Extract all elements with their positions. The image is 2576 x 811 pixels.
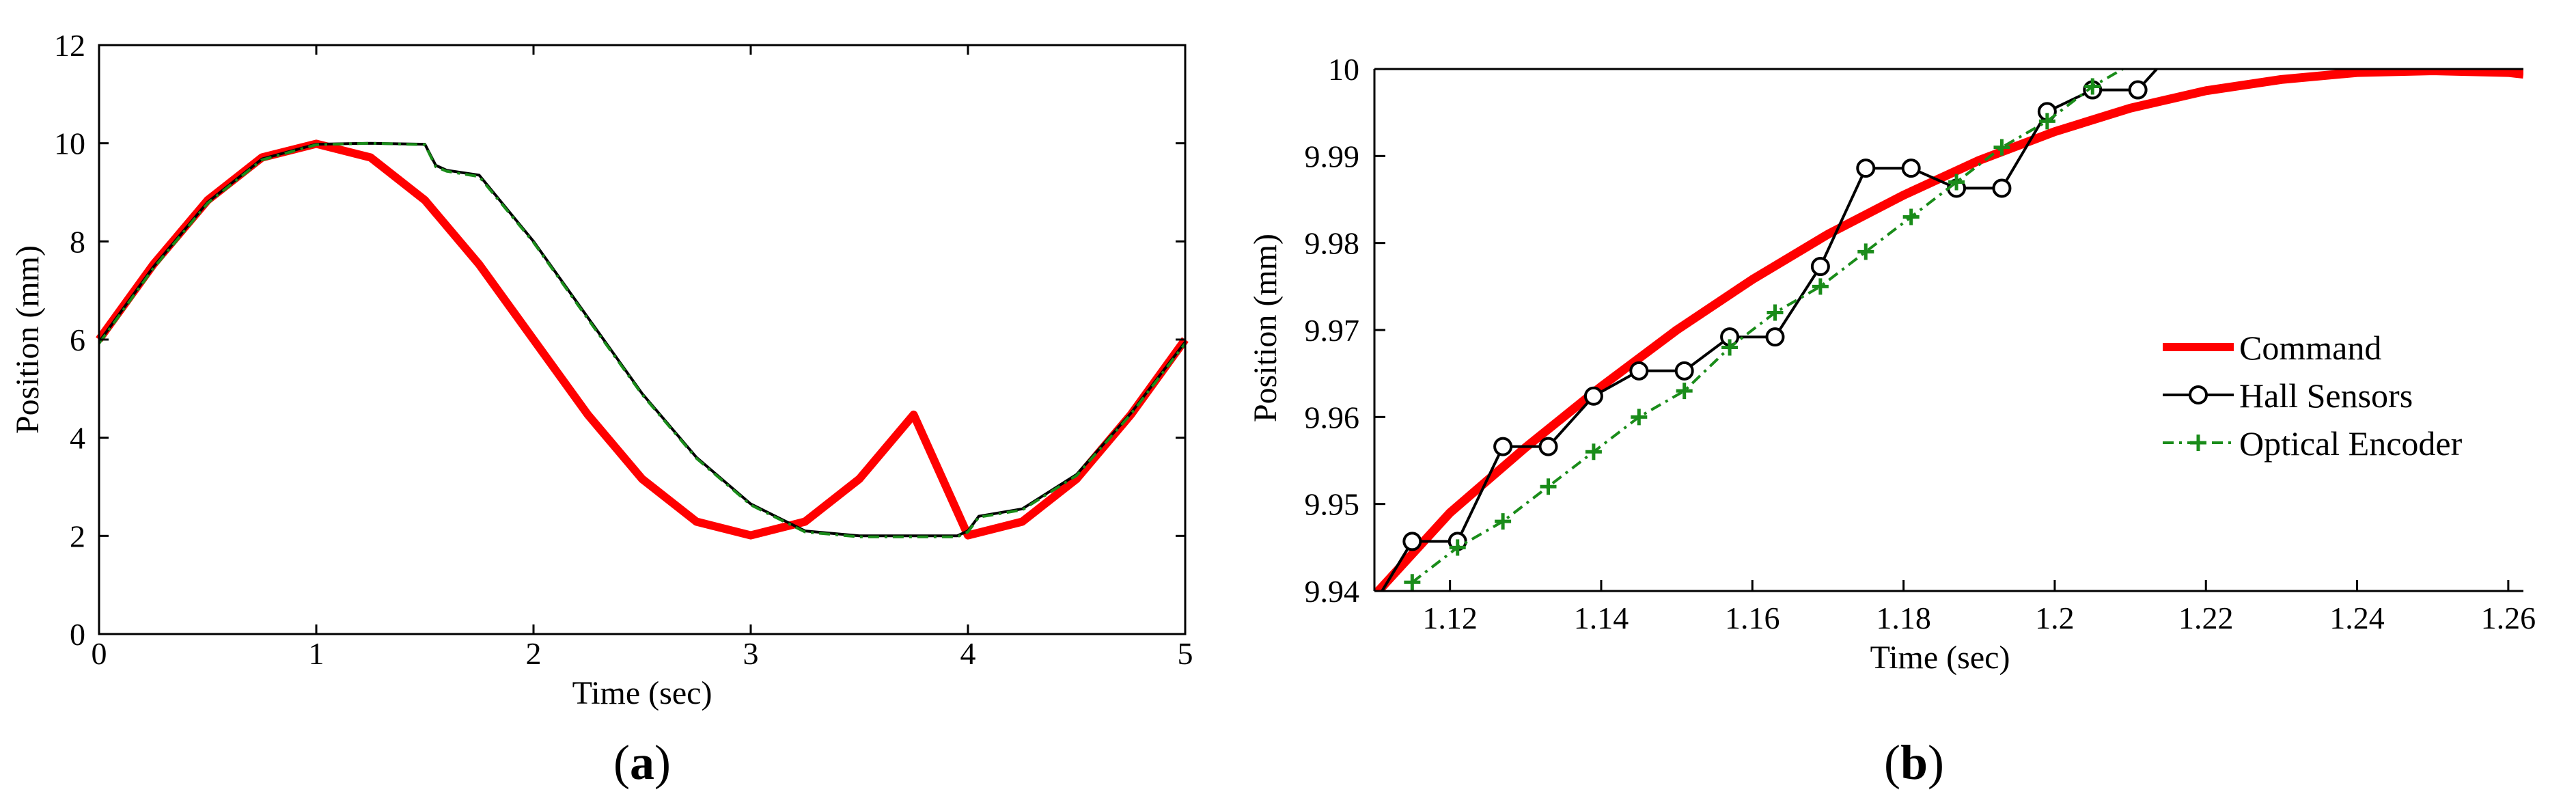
y-tick-label-a: 12 <box>54 28 85 63</box>
data-point-hall-b <box>1674 361 1694 381</box>
legend: Command Hall Sensors Optical Encoder <box>2163 329 2463 463</box>
x-axis-b: 1.12 1.14 1.16 1.18 1.2 1.22 1.24 1.26 <box>1422 580 2536 635</box>
data-point-encoder-b <box>1857 243 1874 260</box>
x-tick-label-b: 1.26 <box>2481 601 2536 635</box>
x-tick-label-a: 4 <box>960 636 976 671</box>
y-tick-label-b: 9.97 <box>1305 313 1360 348</box>
data-point-encoder-b <box>2038 113 2055 130</box>
y-tick-label-b: 9.94 <box>1305 574 1360 609</box>
data-point-encoder-b <box>1767 304 1784 321</box>
y-tick-label-a: 4 <box>70 421 85 456</box>
data-point-encoder-b <box>1540 478 1557 495</box>
x-tick-label-b: 1.2 <box>2035 601 2075 635</box>
data-point-encoder-b <box>1404 574 1421 591</box>
data-point-hall-b <box>1583 386 1603 406</box>
data-point-hall-b <box>1810 257 1830 277</box>
data-point-encoder-b <box>2084 78 2101 95</box>
data-point-hall-b <box>1538 437 1558 456</box>
series-line-command-b <box>1374 69 2523 591</box>
y-tick-label-a: 8 <box>70 224 85 259</box>
legend-marker-hall-sensors <box>2189 385 2208 404</box>
data-point-encoder-b <box>1631 409 1648 426</box>
series-line-command-a <box>96 139 1189 540</box>
x-tick-label-b: 1.12 <box>1422 601 1478 635</box>
data-point-encoder-b <box>1812 278 1829 295</box>
data-point-encoder-b <box>1993 139 2010 156</box>
y-tick-label-b: 9.99 <box>1305 139 1360 174</box>
y-tick-label-a: 10 <box>54 126 85 161</box>
data-point-hall-b <box>1901 159 1921 178</box>
x-tick-label-b: 1.14 <box>1574 601 1629 635</box>
y-tick-label-b: 9.98 <box>1305 226 1360 261</box>
x-tick-label-a: 1 <box>309 636 324 671</box>
legend-label-optical-encoder: Optical Encoder <box>2239 424 2463 463</box>
y-tick-label-a: 0 <box>70 617 85 652</box>
legend-marker-optical-encoder <box>2190 435 2206 451</box>
x-tick-label-a: 0 <box>92 636 107 671</box>
x-tick-label-b: 1.16 <box>1725 601 1780 635</box>
data-point-encoder-b <box>1495 513 1512 530</box>
y-axis-label-b: Position (mm) <box>1247 234 1284 422</box>
panel-label-a-letter: a <box>630 735 654 790</box>
y-axis-label-a: Position (mm) <box>10 245 46 434</box>
y-tick-label-a: 6 <box>70 322 85 357</box>
plot-area-a <box>96 139 1189 540</box>
panel-label-b: (b) <box>1884 735 1944 790</box>
plot-frame-a <box>98 44 1187 635</box>
x-axis-label-b: Time (sec) <box>1870 640 2010 676</box>
data-point-encoder-b <box>1902 208 1920 225</box>
data-point-hall-b <box>1402 532 1422 551</box>
data-point-hall-b <box>1856 159 1876 178</box>
data-point-encoder-b <box>1585 443 1602 461</box>
data-point-encoder-b <box>1449 539 1466 556</box>
chart-panel-b: 1.12 1.14 1.16 1.18 1.2 1.22 1.24 1.26 9.94 9.95… <box>1247 52 2536 790</box>
data-point-hall-b <box>2128 80 2148 100</box>
x-tick-label-a: 2 <box>526 636 542 671</box>
panel-label-a: (a) <box>613 735 671 790</box>
y-tick-label-a: 2 <box>70 519 85 553</box>
y-axis-a: 0 2 4 6 8 10 12 <box>54 28 1185 652</box>
x-tick-label-a: 3 <box>743 636 759 671</box>
data-point-hall-b <box>1765 327 1785 347</box>
legend-item-command: Command <box>2163 329 2381 367</box>
x-tick-label-b: 1.18 <box>1876 601 1931 635</box>
y-tick-label-b: 9.96 <box>1305 400 1360 435</box>
legend-item-hall-sensors: Hall Sensors <box>2163 376 2413 415</box>
x-tick-label-a: 5 <box>1178 636 1193 671</box>
data-point-encoder-b <box>1676 383 1693 400</box>
y-tick-label-b: 9.95 <box>1305 487 1360 522</box>
plot-area-b <box>1374 69 2523 591</box>
data-point-encoder-b <box>1721 339 1739 356</box>
data-point-encoder-b <box>1948 174 1965 191</box>
x-tick-label-b: 1.24 <box>2329 601 2385 635</box>
x-tick-label-b: 1.22 <box>2178 601 2234 635</box>
data-point-hall-b <box>1493 437 1513 456</box>
y-tick-label-b: 10 <box>1328 52 1359 87</box>
legend-label-command: Command <box>2239 329 2381 367</box>
legend-item-optical-encoder: Optical Encoder <box>2163 424 2463 463</box>
data-point-hall-b <box>1629 361 1649 381</box>
legend-label-hall-sensors: Hall Sensors <box>2239 376 2413 415</box>
x-axis-label-a: Time (sec) <box>572 675 712 711</box>
panel-label-b-letter: b <box>1900 735 1928 790</box>
series-line-encoder-a <box>98 141 1187 538</box>
x-axis-a: 0 1 2 3 4 5 <box>92 45 1193 671</box>
data-point-hall-b <box>1992 178 2012 198</box>
y-axis-b: 9.94 9.95 9.96 9.97 9.98 9.99 10 <box>1305 52 1385 609</box>
